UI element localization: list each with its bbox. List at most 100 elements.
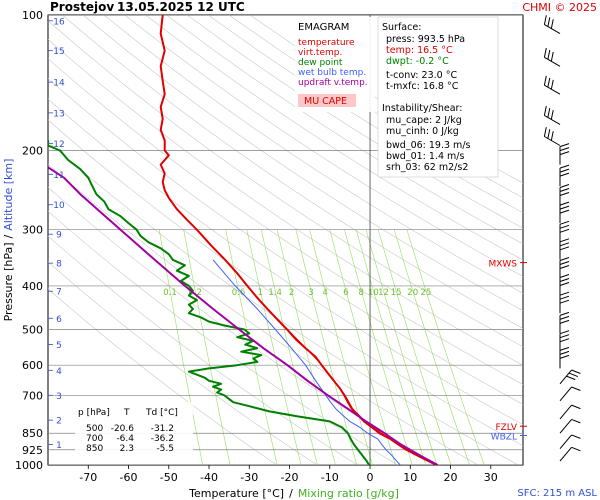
wind-barb: [559, 238, 570, 260]
wind-barb: [559, 291, 570, 314]
wind-barb-flag: [559, 209, 570, 214]
y-tick-label: 925: [22, 444, 43, 457]
wind-barb-flag: [559, 330, 570, 335]
altitude-tick-label: 4: [56, 367, 62, 377]
wind-barb-flag: [559, 350, 570, 355]
altitude-tick-label: 13: [53, 109, 64, 119]
instability-title: Instability/Shear:: [382, 103, 462, 114]
table-row-td: -36.2: [151, 434, 174, 444]
altitude-tick-label: 12: [53, 140, 64, 150]
wind-barb-flag: [559, 311, 570, 316]
wind-barb-flag: [559, 282, 570, 286]
wind-barb-flag: [559, 299, 570, 304]
wind-barb-flag: [550, 79, 554, 90]
y-tick-label: 500: [22, 324, 43, 337]
wind-barb-flag: [559, 192, 570, 196]
altitude-tick-label: 3: [56, 392, 62, 402]
altitude-tick-label: 5: [56, 341, 62, 351]
series-line-updraft-v-temp: [48, 166, 439, 465]
x-tick-label: -20: [281, 471, 299, 484]
wind-barb: [543, 47, 561, 67]
levels-table-bg: [75, 402, 193, 456]
wind-barb: [559, 311, 570, 334]
altitude-tick-label: 8: [56, 260, 62, 270]
y-tick-label: 1000: [15, 459, 43, 472]
mixing-ratio-label: 1: [258, 288, 263, 298]
y-tick-label: 400: [22, 280, 43, 293]
level-marker-label: WBZL: [491, 433, 517, 443]
series-line-temperature: [159, 15, 437, 465]
mixing-ratio-label: 15: [391, 288, 402, 298]
mixing-ratio-label: 8: [358, 288, 363, 298]
wind-barb-flag: [547, 108, 551, 118]
series-line-dew-point: [48, 138, 371, 465]
y-tick-label: 850: [22, 427, 43, 440]
wind-barb-flag: [559, 220, 570, 225]
wind-barb: [559, 386, 581, 402]
x-tick-label: -50: [160, 471, 178, 484]
table-header-td: Td [°C]: [145, 408, 178, 418]
x-tick-label: -30: [240, 471, 258, 484]
wind-barb-flag: [543, 127, 547, 137]
wind-barb-staff: [544, 136, 561, 146]
legend-title: EMAGRAM: [298, 22, 349, 33]
wind-barb-flag: [559, 319, 570, 324]
dry-adiabat: [48, 38, 523, 366]
mu-cape-label: MU CAPE: [304, 96, 347, 107]
mixing-ratio-label: 0.1: [163, 288, 177, 298]
mixing-ratio-label: 6: [343, 288, 348, 298]
wind-barb-flag: [559, 261, 570, 265]
dry-adiabat: [103, 15, 523, 294]
mixing-ratio-label: 3: [308, 288, 313, 298]
altitude-tick-label: 11: [53, 171, 64, 181]
grid-layer: [48, 15, 523, 465]
wind-barb-staff: [559, 446, 572, 462]
mixing-ratio-line: [365, 229, 438, 465]
wind-barb-flag: [559, 274, 570, 278]
surface-temp: temp: 16.5 °C: [386, 45, 453, 56]
x-axis-title-temp: Temperature [°C]: [188, 487, 284, 500]
table-row-td: -31.2: [151, 424, 174, 434]
svg-text:Pressure [hPa]/Altitude [km]: Pressure [hPa] / Altitude [km]: [2, 159, 15, 322]
surface-tmxfc: t-mxfc: 16.8 °C: [386, 81, 459, 92]
wind-barb-flag: [568, 372, 579, 378]
wind-barb-flag: [559, 172, 570, 177]
wind-barb: [543, 106, 561, 125]
wind-barb-flag: [559, 346, 570, 351]
legend-wet-bulb: wet bulb temp.: [298, 68, 366, 78]
wind-barb-staff: [544, 24, 561, 35]
series-layer: [48, 15, 439, 465]
wind-barb-flag: [559, 338, 570, 343]
wind-barb-flag: [559, 291, 570, 296]
mixing-ratio-label: 4: [322, 288, 327, 298]
wind-barb-flag: [559, 224, 570, 229]
dry-adiabat: [48, 78, 523, 405]
wind-barb-flag: [566, 375, 576, 381]
wind-barb: [559, 201, 570, 224]
dry-adiabat: [124, 15, 523, 277]
wind-barb-staff: [544, 56, 561, 67]
dry-adiabat: [187, 15, 523, 229]
station-name: Prostejov: [50, 0, 114, 14]
wind-barb: [559, 220, 570, 243]
altitude-tick-label: 16: [53, 17, 65, 27]
wind-barb: [559, 346, 570, 369]
x-tick-label: 10: [403, 471, 417, 484]
wind-barb-flag: [559, 151, 570, 156]
altitude-tick-label: 10: [53, 201, 65, 211]
legend-dew-point: dew point: [298, 58, 343, 68]
wind-barb: [559, 257, 570, 279]
altitude-tick-label: 9: [56, 231, 62, 241]
wind-barb-flag: [559, 205, 570, 210]
legend-virt-temp: virt.temp.: [298, 48, 342, 58]
wind-barb-flag: [571, 386, 581, 391]
wind-barb-flag: [571, 369, 581, 374]
dry-adiabat: [207, 15, 523, 214]
wind-barb-staff: [559, 369, 572, 385]
mixing-ratio-line: [261, 229, 318, 465]
wind-barb: [543, 15, 561, 35]
wind-barb-flag: [547, 77, 551, 88]
